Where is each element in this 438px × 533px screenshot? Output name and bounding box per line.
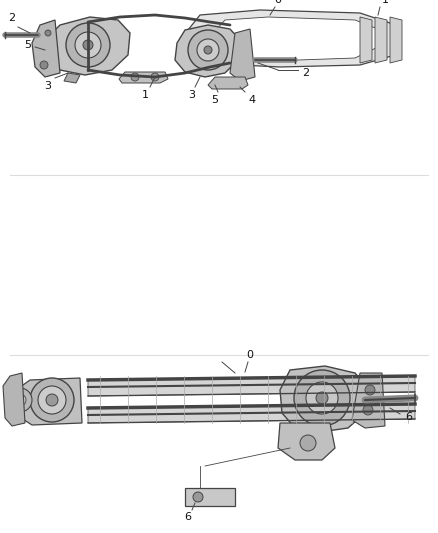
Circle shape [66,23,110,67]
Polygon shape [212,17,378,61]
Text: 6: 6 [184,512,191,522]
Text: 4: 4 [248,95,255,105]
Text: 5: 5 [25,40,32,50]
Circle shape [197,39,219,61]
Circle shape [365,385,375,395]
Polygon shape [64,73,80,83]
Polygon shape [45,17,130,75]
Circle shape [8,388,32,412]
Circle shape [193,492,203,502]
Polygon shape [119,72,168,83]
Circle shape [188,30,228,70]
Polygon shape [16,378,82,425]
Text: 3: 3 [188,90,195,100]
Circle shape [30,378,74,422]
Circle shape [204,46,212,54]
Text: 0: 0 [275,0,282,5]
Circle shape [316,392,328,404]
Polygon shape [175,25,240,77]
Circle shape [83,40,93,50]
Circle shape [46,394,58,406]
Circle shape [306,382,338,414]
Polygon shape [230,29,255,81]
Text: 2: 2 [8,13,16,23]
Polygon shape [352,373,385,428]
Text: 2: 2 [302,68,309,78]
Polygon shape [185,10,400,67]
Circle shape [131,73,139,81]
Polygon shape [375,17,387,63]
Polygon shape [185,488,235,506]
Circle shape [40,61,48,69]
Circle shape [151,73,159,81]
Text: 5: 5 [212,95,219,105]
Polygon shape [390,17,402,63]
Circle shape [75,32,101,58]
Text: 1: 1 [141,90,148,100]
Polygon shape [278,423,335,460]
Text: 1: 1 [382,0,389,5]
Circle shape [45,30,51,36]
Circle shape [300,435,316,451]
Polygon shape [32,20,60,77]
Polygon shape [360,17,372,63]
Text: 0: 0 [247,350,254,360]
Circle shape [38,386,66,414]
Text: 6: 6 [405,412,412,422]
Polygon shape [88,376,415,396]
Circle shape [14,394,26,406]
Polygon shape [3,373,25,426]
Text: 3: 3 [45,81,52,91]
Circle shape [294,370,350,426]
Polygon shape [88,404,415,423]
Circle shape [363,405,373,415]
Polygon shape [208,77,248,89]
Polygon shape [280,366,368,432]
